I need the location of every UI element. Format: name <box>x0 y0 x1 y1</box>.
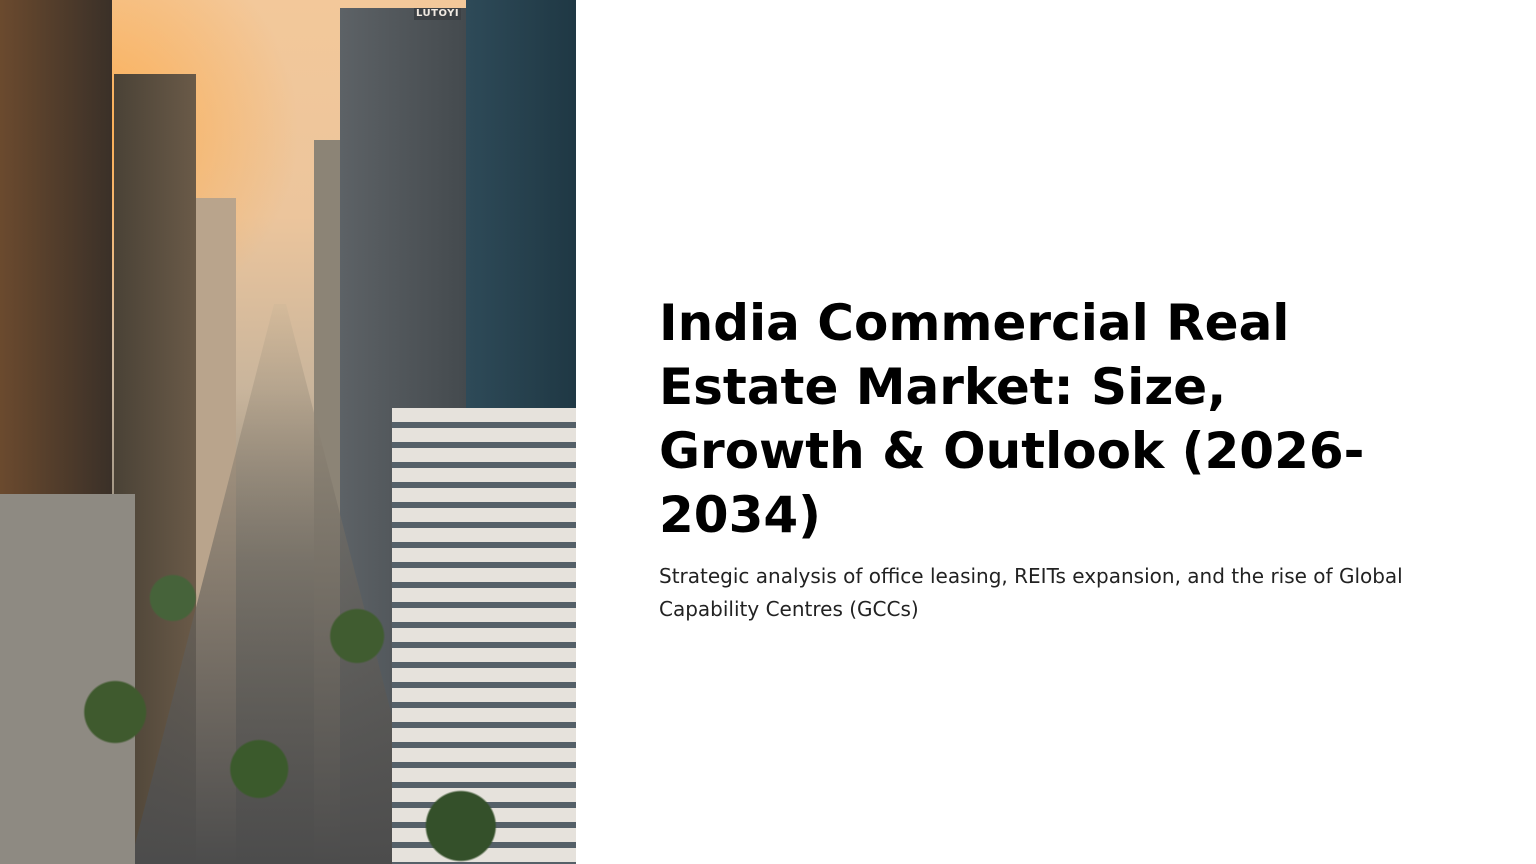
slide-subtitle: Strategic analysis of office leasing, RE… <box>659 564 1403 621</box>
slide-title: India Commercial Real Estate Market: Siz… <box>659 294 1365 544</box>
building-sign: LUTOYI <box>414 8 462 20</box>
trees <box>0 484 576 864</box>
city-skyline-image: LUTOYI <box>0 0 576 864</box>
